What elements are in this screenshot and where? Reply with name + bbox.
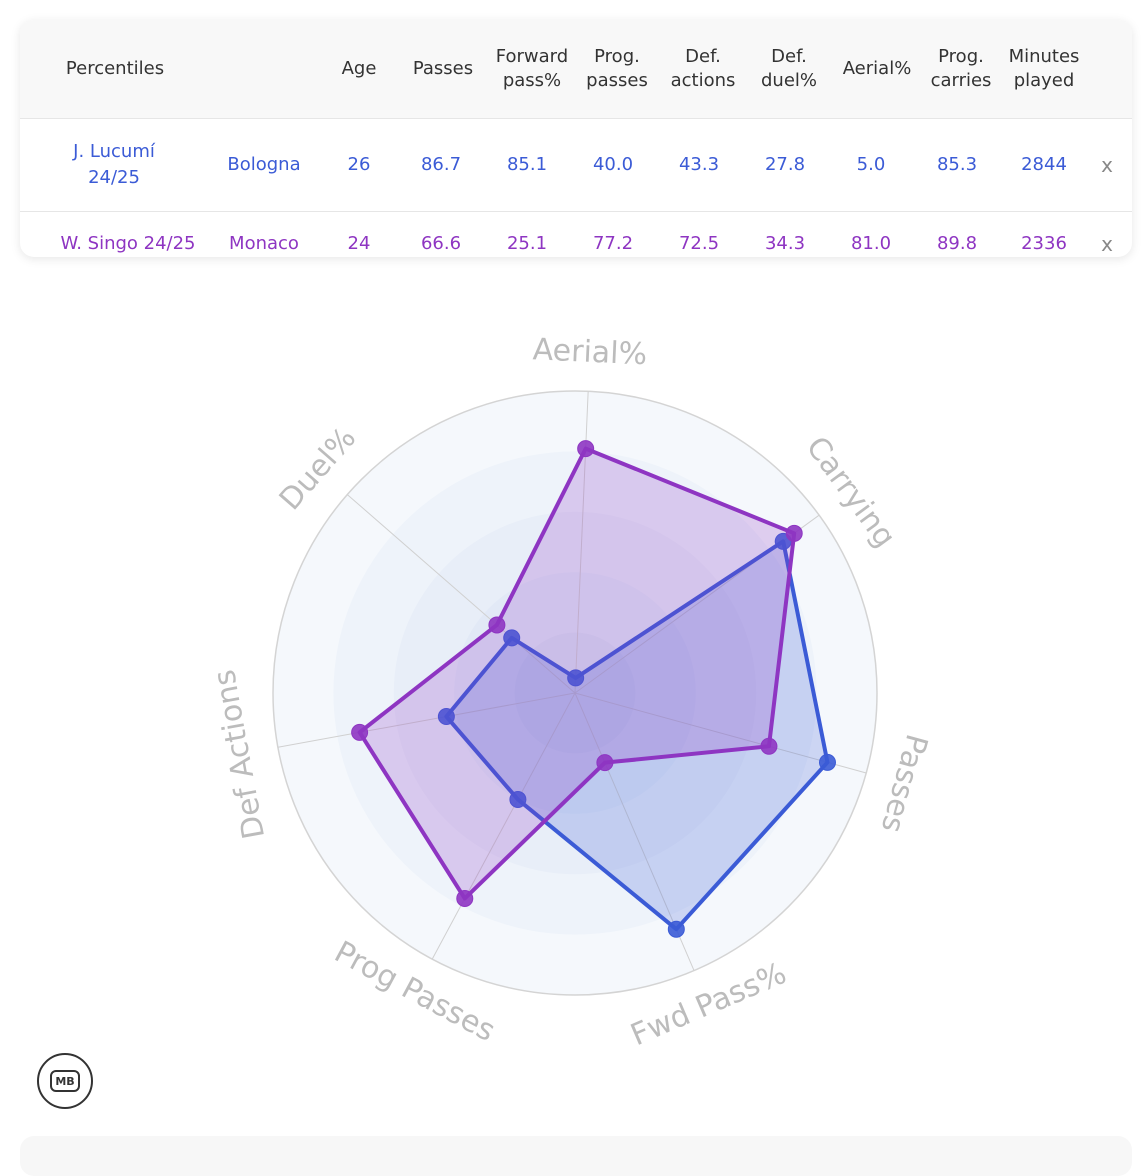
header-age: Age (341, 58, 377, 79)
header-prog-carries: Prog. carries (930, 46, 992, 91)
prog-carries-value: 89.8 (936, 233, 978, 254)
radar-spoke (346, 494, 576, 694)
bottom-panel (20, 1136, 1132, 1176)
header-aerial: Aerial% (842, 58, 912, 79)
age-value: 24 (347, 233, 371, 254)
radar-spoke (277, 692, 576, 748)
radar-point (667, 920, 685, 938)
prog-carries-value: 85.3 (936, 154, 978, 175)
radar-point (785, 524, 803, 542)
passes-value: 86.7 (420, 154, 462, 175)
radar-point (456, 889, 474, 907)
minutes-played-value: 2844 (1021, 154, 1067, 175)
radar-point (437, 708, 455, 726)
percentiles-table: Percentiles Age Passes Forward pass% Pro… (20, 20, 1132, 257)
header-forward-pass: Forward pass% (495, 46, 569, 91)
header-passes: Passes (412, 58, 474, 79)
radar-point (596, 754, 614, 772)
def-actions-value: 43.3 (678, 154, 720, 175)
aerial-value: 5.0 (856, 154, 886, 175)
radar-spoke (431, 692, 576, 960)
radar-point (760, 737, 778, 755)
forward-pass-value: 25.1 (506, 233, 548, 254)
header-percentiles: Percentiles (65, 58, 165, 79)
header-def-actions: Def. actions (670, 46, 736, 91)
radar-point (509, 790, 527, 808)
player-name[interactable]: J. Lucumí 24/25 (73, 141, 155, 188)
team-name: Bologna (227, 154, 301, 175)
player-name[interactable]: W. Singo 24/25 (60, 233, 196, 254)
aerial-value: 81.0 (850, 233, 892, 254)
radar-point (818, 753, 836, 771)
passes-value: 66.6 (420, 233, 462, 254)
prog-passes-value: 40.0 (592, 154, 634, 175)
def-actions-value: 72.5 (678, 233, 720, 254)
remove-player-button[interactable]: x (1101, 153, 1113, 177)
table-header: Percentiles Age Passes Forward pass% Pro… (20, 20, 1132, 119)
remove-player-button[interactable]: x (1101, 232, 1113, 256)
def-duel-value: 27.8 (764, 154, 806, 175)
age-value: 26 (347, 154, 371, 175)
radar-point (351, 723, 369, 741)
header-minutes-played: Minutes played (1008, 46, 1080, 91)
minutes-played-value: 2336 (1021, 233, 1067, 254)
radar-point (488, 616, 506, 634)
radar-axis-label: Passes (874, 730, 934, 836)
table-row: W. Singo 24/25 Monaco 24 66.6 25.1 77.2 … (20, 212, 1132, 276)
radar-spoke (574, 692, 867, 774)
radar-point (503, 629, 521, 647)
prog-passes-value: 77.2 (592, 233, 634, 254)
radar-axis-label: Aerial% (532, 332, 648, 372)
mb-logo-icon: MB (37, 1053, 93, 1109)
team-name: Monaco (229, 233, 299, 254)
radar-axis-label: Def Actions (207, 667, 272, 842)
radar-series-area (357, 446, 797, 901)
logo-text: MB (50, 1070, 80, 1092)
header-def-duel: Def. duel% (760, 46, 817, 91)
forward-pass-value: 85.1 (506, 154, 548, 175)
radar-point (567, 669, 585, 687)
radar-point (577, 440, 595, 458)
header-prog-passes: Prog. passes (586, 46, 648, 91)
def-duel-value: 34.3 (764, 233, 806, 254)
table-row: J. Lucumí 24/25 Bologna 26 86.7 85.1 40.… (20, 119, 1132, 212)
